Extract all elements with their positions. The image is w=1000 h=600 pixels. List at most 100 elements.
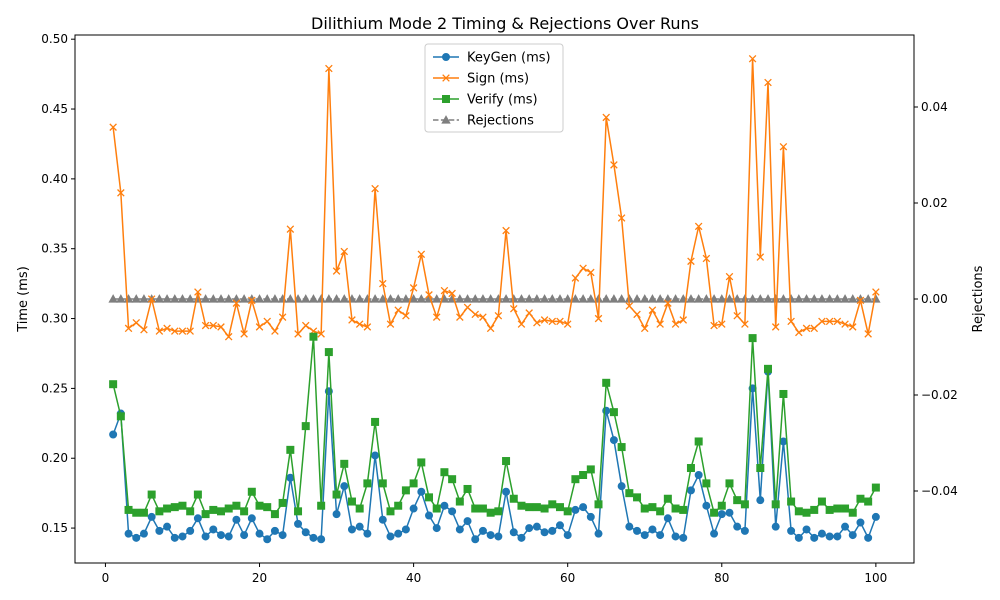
series-keygen-ms (109, 367, 880, 544)
data-point (448, 507, 457, 516)
data-point (254, 294, 265, 303)
data-point (425, 291, 433, 299)
data-point (301, 422, 310, 431)
legend-marker (442, 95, 450, 103)
data-point (224, 504, 233, 513)
data-point (232, 299, 241, 307)
data-point (170, 294, 180, 303)
data-point (186, 526, 195, 535)
data-point (301, 528, 310, 537)
data-point (856, 518, 865, 527)
data-point (540, 504, 549, 513)
data-point (132, 508, 141, 517)
data-point (462, 294, 473, 303)
data-point (155, 327, 164, 335)
data-point (186, 327, 194, 335)
data-point (841, 522, 850, 531)
data-point (579, 503, 588, 512)
legend-item: Verify (ms) (433, 93, 538, 108)
data-point (471, 504, 480, 513)
x-tick-label: 40 (406, 571, 421, 585)
data-point (856, 296, 865, 305)
data-point (178, 327, 187, 335)
data-point (178, 501, 187, 510)
data-point (687, 257, 695, 266)
data-point (647, 294, 658, 303)
data-point (732, 294, 742, 303)
data-point (502, 457, 511, 466)
data-point (208, 294, 218, 303)
data-point (294, 519, 303, 528)
data-point (239, 294, 249, 303)
data-point (841, 504, 850, 513)
legend: KeyGen (ms) Sign (ms) Verify (ms) Rejection… (424, 43, 564, 133)
y2-tick-label: 0.02 (921, 196, 948, 210)
data-point (563, 507, 572, 516)
legend-item: KeyGen (ms) (433, 51, 551, 66)
data-point (864, 330, 872, 338)
data-point (355, 504, 364, 513)
data-point (378, 294, 388, 303)
data-point (617, 214, 626, 222)
y-tick-label: 0.45 (41, 102, 68, 116)
data-point (548, 526, 557, 535)
data-point (186, 507, 195, 516)
data-point (532, 294, 542, 303)
data-point (764, 364, 773, 373)
data-point (131, 294, 141, 303)
data-point (717, 320, 726, 328)
data-point (270, 294, 280, 303)
data-point (633, 310, 641, 319)
data-point (232, 515, 241, 524)
data-point (663, 514, 672, 523)
data-point (817, 294, 827, 303)
data-point (263, 535, 272, 544)
data-point (563, 531, 572, 540)
data-point (163, 522, 172, 531)
data-point (478, 294, 488, 303)
data-point (139, 508, 148, 517)
data-point (224, 294, 234, 303)
data-point (270, 510, 279, 519)
data-point (116, 294, 126, 303)
data-point (224, 532, 233, 541)
data-point (331, 294, 342, 303)
data-point (402, 311, 410, 320)
data-point (217, 323, 225, 331)
data-point (325, 64, 333, 73)
data-point (147, 512, 156, 521)
data-point (470, 294, 480, 303)
data-point (116, 412, 125, 421)
y-tick-label: 0.50 (41, 32, 68, 46)
data-point (625, 522, 634, 531)
data-point (417, 487, 426, 496)
data-point (848, 531, 857, 540)
data-point (701, 294, 712, 303)
data-point (432, 294, 442, 303)
data-point (409, 284, 418, 292)
data-point (809, 294, 819, 303)
data-point (216, 531, 225, 540)
data-point (232, 501, 241, 510)
data-point (594, 529, 603, 538)
data-point (817, 529, 826, 538)
data-point (278, 313, 287, 321)
data-point (671, 320, 680, 328)
data-point (371, 451, 380, 460)
data-point (170, 327, 179, 335)
series-layer (108, 54, 881, 544)
data-point (616, 294, 627, 303)
y2-tick-label: 0.04 (921, 100, 948, 114)
data-point (340, 247, 349, 256)
data-point (824, 294, 835, 303)
data-point (555, 521, 564, 530)
y-tick-label: 0.35 (41, 242, 68, 256)
data-point (494, 311, 503, 320)
data-point (154, 294, 165, 303)
data-point (709, 294, 719, 303)
data-point (524, 294, 534, 303)
data-point (317, 330, 325, 338)
data-point (664, 299, 672, 307)
legend-box (424, 43, 564, 133)
data-point (832, 294, 843, 303)
